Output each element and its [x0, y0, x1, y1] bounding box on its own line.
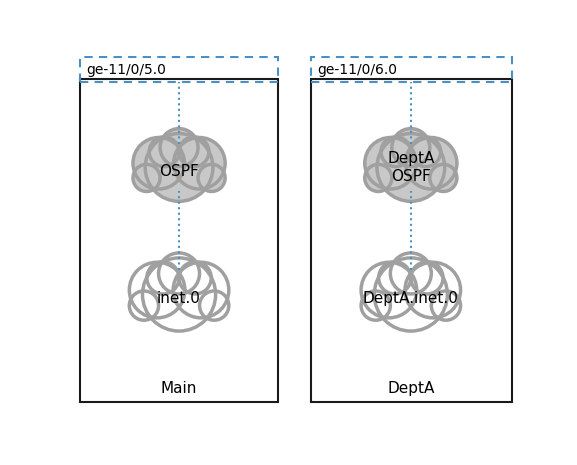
Circle shape: [392, 129, 430, 166]
FancyBboxPatch shape: [311, 79, 512, 402]
Circle shape: [405, 262, 460, 318]
Circle shape: [198, 164, 225, 192]
Circle shape: [179, 262, 211, 294]
Text: DeptA.inet.0: DeptA.inet.0: [363, 291, 459, 306]
Circle shape: [174, 138, 225, 189]
Circle shape: [365, 164, 392, 192]
Circle shape: [406, 138, 457, 189]
Circle shape: [200, 291, 229, 320]
Circle shape: [179, 137, 209, 166]
Circle shape: [133, 164, 160, 192]
Circle shape: [143, 258, 216, 331]
Text: Main: Main: [161, 381, 197, 396]
Circle shape: [391, 253, 432, 294]
Text: DeptA: DeptA: [387, 381, 434, 396]
Circle shape: [160, 129, 198, 166]
Text: inet.0: inet.0: [157, 291, 201, 306]
Circle shape: [129, 291, 159, 320]
Circle shape: [145, 133, 213, 201]
Circle shape: [411, 137, 441, 166]
Circle shape: [149, 137, 179, 166]
Circle shape: [374, 258, 447, 331]
Circle shape: [361, 262, 417, 318]
Circle shape: [361, 291, 391, 320]
Text: DeptA
OSPF: DeptA OSPF: [387, 151, 434, 184]
Circle shape: [432, 291, 460, 320]
Circle shape: [173, 262, 229, 318]
Circle shape: [147, 262, 179, 294]
Circle shape: [377, 133, 445, 201]
Circle shape: [365, 138, 416, 189]
FancyBboxPatch shape: [80, 79, 278, 402]
Text: ge-11/0/6.0: ge-11/0/6.0: [317, 63, 397, 77]
Text: OSPF: OSPF: [159, 164, 199, 179]
Circle shape: [430, 164, 457, 192]
Circle shape: [159, 253, 200, 294]
Circle shape: [129, 262, 185, 318]
Circle shape: [381, 137, 411, 166]
Circle shape: [379, 262, 411, 294]
Circle shape: [411, 262, 443, 294]
Circle shape: [133, 138, 185, 189]
Text: ge-11/0/5.0: ge-11/0/5.0: [86, 63, 166, 77]
